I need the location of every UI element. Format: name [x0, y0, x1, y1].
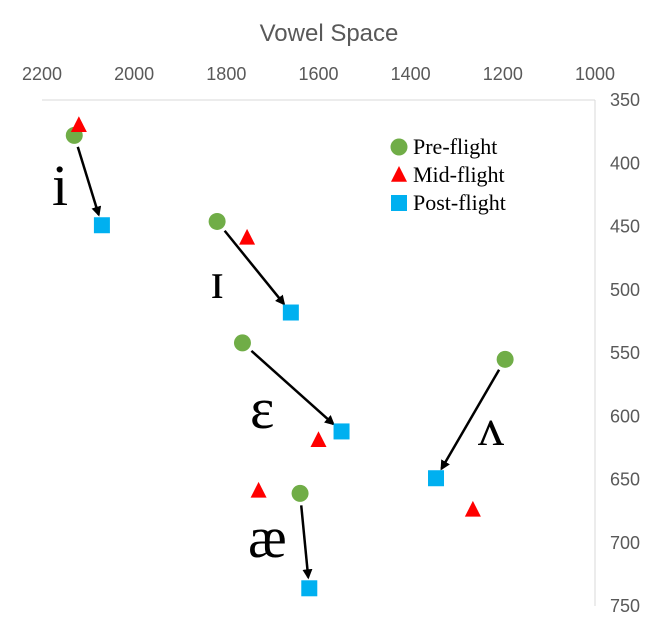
y-tick-label: 500 [610, 280, 640, 300]
y-tick-label: 550 [610, 343, 640, 363]
point-square-ɪ [282, 304, 299, 321]
point-circle-æ [291, 484, 309, 502]
y-tick-label: 750 [610, 596, 640, 616]
chart-title: Vowel Space [260, 20, 399, 47]
arrow-ɛ [250, 349, 335, 426]
point-square-i [93, 217, 110, 234]
point-triangle-i [70, 116, 87, 133]
vowel-labels-layer: i ɪ ɛ ʌ æ [52, 153, 504, 570]
y-tick-label: 700 [610, 533, 640, 553]
x-tick-label: 1400 [391, 64, 431, 84]
legend-marker-square [391, 195, 407, 211]
legend-marker-triangle [391, 166, 407, 182]
x-tick-label: 1000 [575, 64, 615, 84]
point-triangle-ɪ [239, 228, 256, 245]
vowel-label-æ: æ [248, 505, 287, 570]
y-tick-label: 450 [610, 217, 640, 237]
vowel-label-ɛ: ɛ [250, 376, 274, 441]
legend-marker-circle [390, 138, 408, 156]
legend: Pre-flight Mid-flight Post-flight [390, 134, 506, 215]
point-square-ʌ [428, 470, 445, 487]
point-circle-ɛ [233, 334, 251, 352]
point-triangle-æ [250, 481, 267, 498]
vowel-label-i: i [52, 153, 68, 218]
point-circle-ɪ [208, 212, 226, 230]
legend-label: Mid-flight [413, 162, 505, 187]
x-tick-label: 2000 [114, 64, 154, 84]
y-axis-ticks: 350 400 450 500 550 600 650 700 750 [610, 90, 640, 616]
y-tick-label: 650 [610, 470, 640, 490]
vowel-label-ɪ: ɪ [210, 253, 224, 310]
arrow-i [76, 146, 102, 217]
legend-label: Post-flight [413, 190, 506, 215]
point-square-æ [301, 580, 318, 597]
point-triangle-ɛ [310, 431, 327, 448]
arrow-æ [299, 505, 313, 580]
arrow-ʌ [440, 369, 501, 471]
point-triangle-ʌ [464, 500, 481, 517]
x-tick-label: 1200 [483, 64, 523, 84]
point-circle-ʌ [496, 350, 514, 368]
vowel-label-ʌ: ʌ [478, 400, 504, 457]
points-layer [65, 116, 514, 597]
x-tick-label: 1800 [206, 64, 246, 84]
x-tick-label: 1600 [298, 64, 338, 84]
point-square-ɛ [333, 423, 350, 440]
x-axis-ticks: 2200 2000 1800 1600 1400 1200 1000 [22, 64, 615, 84]
legend-label: Pre-flight [413, 134, 497, 159]
y-tick-label: 400 [610, 153, 640, 173]
arrow-ɪ [223, 229, 286, 306]
y-tick-label: 350 [610, 90, 640, 110]
x-tick-label: 2200 [22, 64, 62, 84]
arrows-layer [76, 146, 501, 580]
y-tick-label: 600 [610, 406, 640, 426]
